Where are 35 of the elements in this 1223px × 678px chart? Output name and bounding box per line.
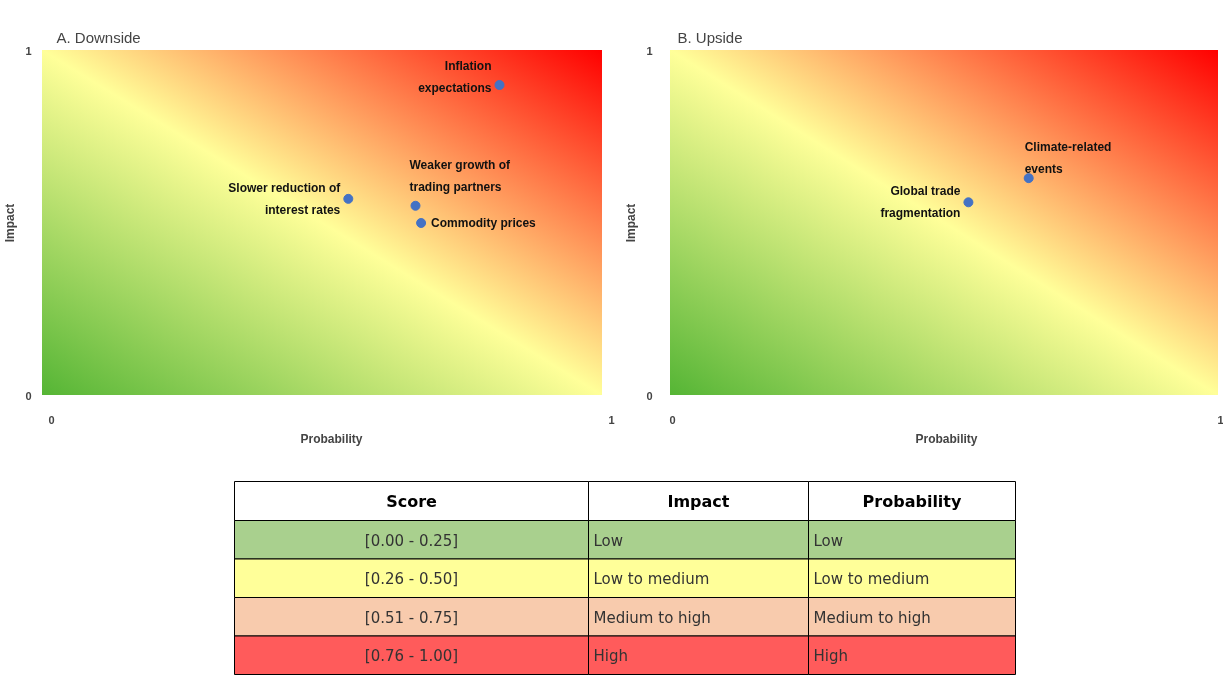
point <box>343 193 354 204</box>
annotation: Weaker growth of trading partners <box>409 157 511 194</box>
x-axis-title: Probability <box>300 431 363 446</box>
text: [0.26 - 0.50] <box>364 570 459 589</box>
chart-title: A. Downside <box>56 28 141 46</box>
x-tick-label: 0 <box>48 413 55 426</box>
annotation: Slower reduction of interest rates <box>228 180 342 218</box>
point <box>410 200 421 211</box>
x-tick-label: 1 <box>608 413 615 426</box>
x-axis-title: Probability <box>915 431 978 446</box>
annotation: Commodity prices <box>431 216 537 230</box>
point <box>416 218 427 228</box>
text: Medium to high <box>813 608 931 627</box>
y-axis-title: Impact <box>3 203 18 243</box>
text: Low to medium <box>593 570 710 589</box>
text: [0.00 - 0.25] <box>364 531 459 550</box>
x-tick-label: 0 <box>669 413 676 426</box>
category-label: Impact <box>667 492 730 511</box>
category-label: Score <box>386 492 438 511</box>
text: Medium to high <box>593 608 711 627</box>
text: Low <box>593 531 624 550</box>
category-label: Probability <box>862 492 962 511</box>
point <box>494 80 505 90</box>
text: [0.76 - 1.00] <box>364 647 459 666</box>
annotation: Global trade fragmentation <box>880 184 961 221</box>
text: Low <box>813 531 844 550</box>
text: Low to medium <box>813 570 930 589</box>
x-tick-label: 1 <box>1217 413 1223 426</box>
text: High <box>593 647 628 666</box>
y-axis-title: Impact <box>624 203 639 243</box>
text: [0.51 - 0.75] <box>364 608 459 627</box>
chart-title: B. Upside <box>677 28 743 46</box>
text: High <box>813 647 848 666</box>
annotation: Climate-related events <box>1024 139 1112 177</box>
annotation: Inflation expectations <box>418 58 492 96</box>
